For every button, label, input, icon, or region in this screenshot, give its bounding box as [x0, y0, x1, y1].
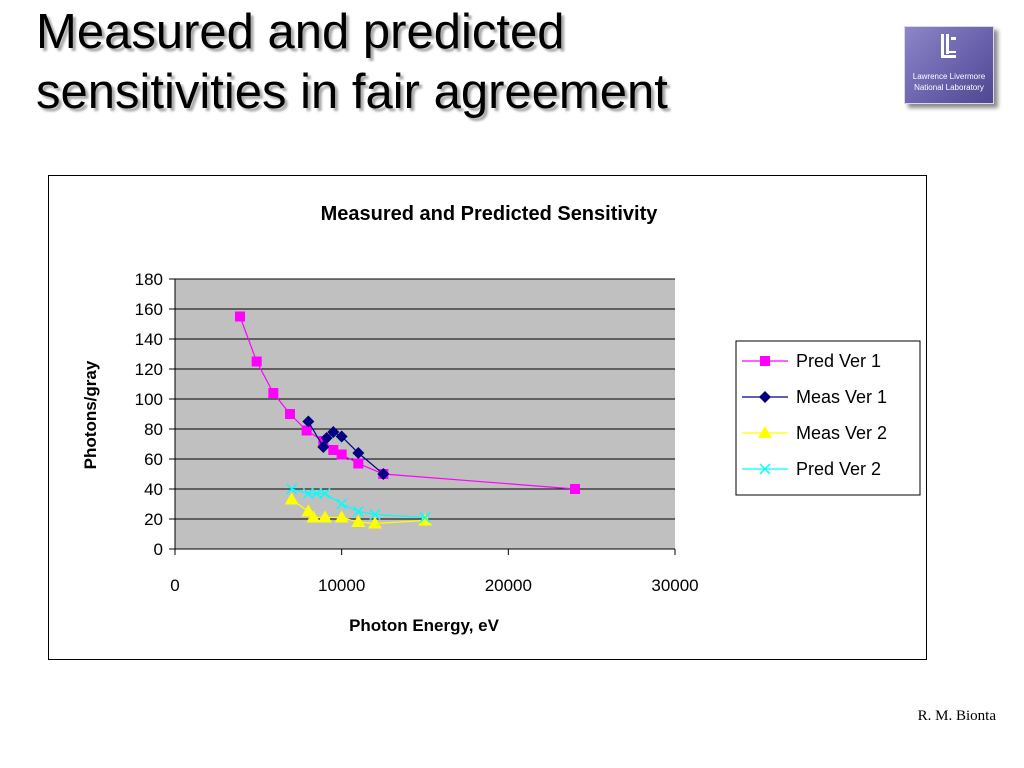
data-series: [235, 311, 580, 529]
logo-text-line-1: Lawrence Livermore: [912, 72, 986, 81]
y-tick-label: 0: [154, 540, 163, 559]
y-axis-label: Photons/gray: [81, 360, 100, 469]
x-tick-label: 0: [170, 576, 179, 595]
legend-item: Pred Ver 1: [742, 351, 881, 371]
data-point: [418, 513, 432, 526]
plot-area: [175, 279, 675, 549]
data-point: [336, 449, 347, 460]
data-point: [351, 515, 366, 527]
logo-text-line-2: National Laboratory: [914, 83, 984, 92]
data-point: [306, 510, 321, 523]
slide-title-line-2: sensitivities in fair agreement: [36, 65, 668, 119]
legend-label: Meas Ver 1: [796, 387, 887, 407]
data-point: [352, 447, 365, 459]
legend-label: Pred Ver 1: [796, 351, 881, 371]
data-point: [368, 516, 382, 529]
series-meas-ver-1: [302, 415, 390, 480]
x-tick-label: 10000: [318, 576, 365, 595]
data-point: [302, 487, 314, 500]
data-point: [285, 409, 295, 419]
data-point: [335, 430, 348, 443]
data-point: [286, 483, 298, 495]
x-tick-label: 20000: [485, 576, 532, 595]
legend-item: Pred Ver 2: [742, 459, 881, 479]
y-tick-label: 120: [135, 360, 163, 379]
y-tick-label: 160: [135, 300, 163, 319]
legend: Pred Ver 1 Meas Ver 1 Meas Ver 2 Pred Ver 2: [735, 340, 921, 496]
data-point: [301, 425, 312, 436]
legend-swatch-marker: [758, 426, 772, 438]
y-tick-label: 180: [135, 270, 163, 289]
legend-swatch-marker: [760, 356, 770, 366]
data-point: [353, 458, 364, 469]
y-tick-label: 140: [135, 330, 163, 349]
y-tick-label: 60: [144, 450, 163, 469]
y-tick-label: 100: [135, 390, 163, 409]
data-point: [328, 445, 339, 455]
data-point: [377, 468, 390, 480]
lab-logo: Lawrence Livermore National Laboratory: [904, 26, 994, 104]
llnl-logo-icon: [941, 34, 956, 58]
series-line: [291, 488, 426, 519]
data-point: [369, 508, 381, 521]
legend-swatch-marker: [759, 391, 771, 403]
slide-title: Measured and predicted sensitivities in …: [36, 2, 668, 122]
data-point: [327, 426, 340, 438]
data-point: [284, 492, 299, 505]
data-point: [302, 415, 315, 428]
y-tick-label: 20: [144, 510, 163, 529]
data-point: [336, 498, 348, 510]
data-point: [318, 510, 332, 523]
legend-label: Pred Ver 2: [796, 459, 881, 479]
x-tick-label: 30000: [651, 576, 698, 595]
author-credit: R. M. Bionta: [917, 708, 996, 724]
series-meas-ver-2: [284, 492, 432, 529]
legend-swatch-marker: [759, 463, 771, 475]
data-point: [311, 487, 323, 500]
slide-title-line-1: Measured and predicted: [36, 5, 565, 59]
data-point: [320, 432, 333, 444]
series-pred-ver-2: [286, 483, 431, 524]
data-point: [570, 484, 580, 494]
sensitivity-chart: Measured and Predicted Sensitivity 0 20 40…: [81, 203, 921, 635]
data-point: [268, 388, 279, 398]
legend-item: Meas Ver 2: [742, 423, 887, 443]
x-axis-label: Photon Energy, eV: [349, 616, 500, 635]
data-point: [235, 311, 245, 322]
axes: 0 20 40 60 80 100 120 140 160 180 0 10000 20000 30000: [135, 270, 699, 595]
data-point: [334, 510, 349, 523]
data-point: [319, 487, 331, 500]
data-point: [317, 441, 330, 453]
y-tick-label: 40: [144, 480, 163, 499]
chart-title: Measured and Predicted Sensitivity: [321, 203, 659, 225]
data-point: [419, 511, 431, 524]
y-tick-label: 80: [144, 420, 163, 439]
data-point: [251, 356, 262, 367]
legend-label: Meas Ver 2: [796, 423, 887, 443]
data-point: [352, 505, 364, 518]
legend-item: Meas Ver 1: [742, 387, 887, 407]
